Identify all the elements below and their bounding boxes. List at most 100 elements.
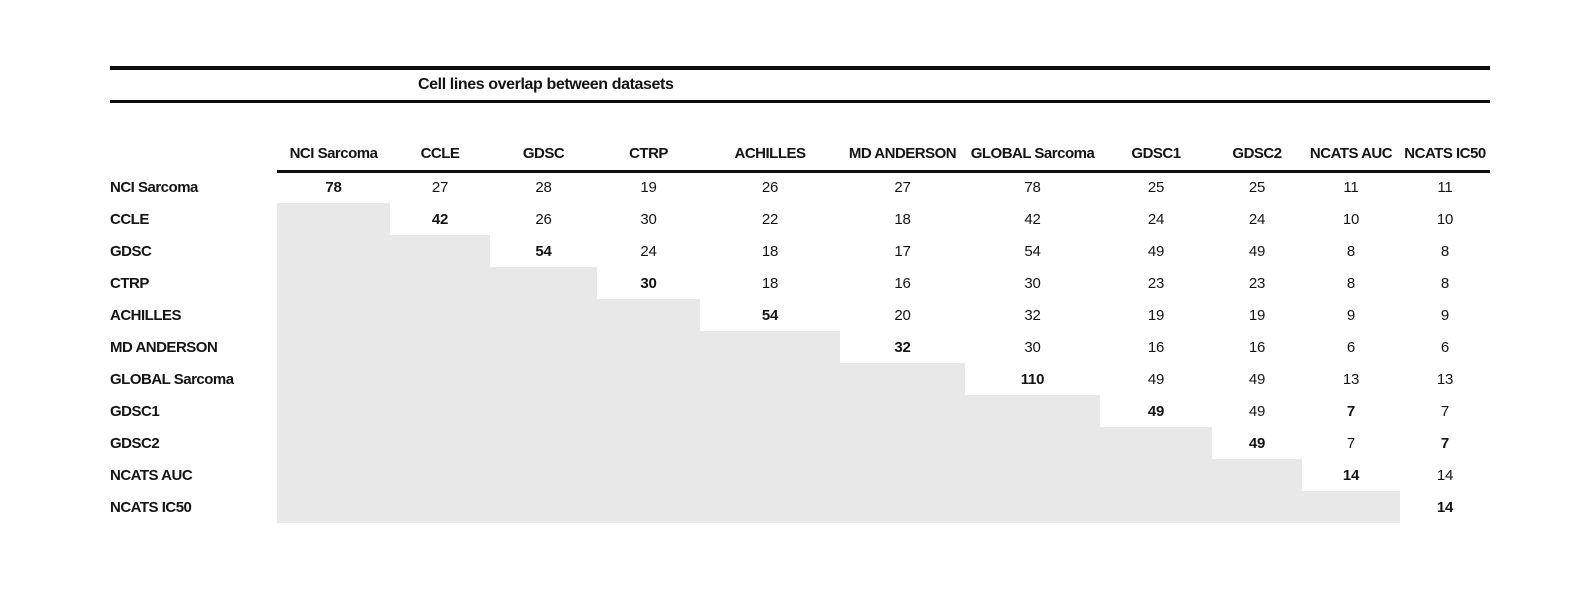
- matrix-cell: 7: [1302, 395, 1400, 427]
- matrix-cell-empty: [700, 363, 840, 395]
- matrix-cell: 23: [1212, 267, 1302, 299]
- matrix-cell: 7: [1302, 427, 1400, 459]
- matrix-cell: 30: [965, 331, 1100, 363]
- matrix-cell-empty: [490, 459, 597, 491]
- matrix-cell: 49: [1100, 395, 1212, 427]
- matrix-cell: 42: [965, 203, 1100, 235]
- matrix-cell-empty: [277, 459, 390, 491]
- matrix-cell-empty: [965, 491, 1100, 523]
- matrix-cell: 30: [597, 267, 700, 299]
- matrix-cell: 24: [597, 235, 700, 267]
- matrix-cell-empty: [700, 491, 840, 523]
- matrix-cell: 54: [490, 235, 597, 267]
- corner-cell: [110, 137, 277, 171]
- table-row: NCI Sarcoma 78 27 28 19 26 27 78 25 25 11 11: [110, 171, 1490, 203]
- matrix-cell-empty: [490, 395, 597, 427]
- column-header: GLOBAL Sarcoma: [965, 137, 1100, 173]
- matrix-cell-empty: [597, 299, 700, 331]
- matrix-cell-empty: [390, 299, 490, 331]
- matrix-cell: 25: [1212, 171, 1302, 203]
- matrix-cell-empty: [597, 491, 700, 523]
- matrix-cell-empty: [277, 427, 390, 459]
- matrix-cell-empty: [390, 235, 490, 267]
- matrix-cell-empty: [700, 395, 840, 427]
- matrix-cell-empty: [277, 331, 390, 363]
- matrix-cell-empty: [490, 267, 597, 299]
- matrix-cell: 30: [597, 203, 700, 235]
- matrix-cell: 24: [1100, 203, 1212, 235]
- matrix-cell: 78: [965, 171, 1100, 203]
- matrix-cell: 7: [1400, 427, 1490, 459]
- matrix-cell-empty: [840, 363, 965, 395]
- matrix-cell: 17: [840, 235, 965, 267]
- matrix-cell: 11: [1302, 171, 1400, 203]
- column-header: NCATS IC50: [1400, 137, 1490, 173]
- matrix-cell: 6: [1400, 331, 1490, 363]
- matrix-cell: 24: [1212, 203, 1302, 235]
- table-header: NCI Sarcoma CCLE GDSC CTRP ACHILLES MD ANDERS…: [110, 137, 1490, 173]
- matrix-cell-empty: [390, 363, 490, 395]
- table-row: GDSC1 49 49 7 7: [110, 395, 1490, 427]
- matrix-cell-empty: [277, 203, 390, 235]
- matrix-cell: 49: [1100, 363, 1212, 395]
- matrix-cell: 7: [1400, 395, 1490, 427]
- table-row: ACHILLES 54 20 32 19 19 9 9: [110, 299, 1490, 331]
- matrix-cell: 14: [1302, 459, 1400, 491]
- row-label: ACHILLES: [110, 299, 277, 331]
- matrix-cell: 49: [1212, 427, 1302, 459]
- matrix-cell: 10: [1400, 203, 1490, 235]
- matrix-cell: 26: [700, 171, 840, 203]
- matrix-cell: 8: [1302, 235, 1400, 267]
- matrix-cell: 16: [1100, 331, 1212, 363]
- matrix-cell: 6: [1302, 331, 1400, 363]
- matrix-cell-empty: [965, 395, 1100, 427]
- matrix-cell-empty: [490, 331, 597, 363]
- matrix-cell: 14: [1400, 459, 1490, 491]
- overlap-matrix-table: NCI Sarcoma CCLE GDSC CTRP ACHILLES MD ANDERS…: [110, 137, 1490, 523]
- table-title-block: Cell lines overlap between datasets: [110, 66, 1490, 103]
- matrix-cell: 26: [490, 203, 597, 235]
- matrix-cell: 27: [840, 171, 965, 203]
- matrix-cell: 20: [840, 299, 965, 331]
- matrix-cell-empty: [597, 427, 700, 459]
- row-label: GDSC1: [110, 395, 277, 427]
- matrix-cell: 28: [490, 171, 597, 203]
- matrix-cell: 10: [1302, 203, 1400, 235]
- row-label: GDSC: [110, 235, 277, 267]
- table-body: NCI Sarcoma 78 27 28 19 26 27 78 25 25 11 11 CCLE 42 2…: [110, 171, 1490, 523]
- matrix-cell-empty: [840, 395, 965, 427]
- matrix-cell: 54: [700, 299, 840, 331]
- column-header: GDSC2: [1212, 137, 1302, 173]
- matrix-cell-empty: [597, 395, 700, 427]
- matrix-cell-empty: [390, 427, 490, 459]
- table-row: CTRP 30 18 16 30 23 23 8 8: [110, 267, 1490, 299]
- matrix-cell-empty: [390, 459, 490, 491]
- matrix-cell: 27: [390, 171, 490, 203]
- matrix-cell-empty: [700, 459, 840, 491]
- matrix-cell: 49: [1100, 235, 1212, 267]
- matrix-cell-empty: [597, 459, 700, 491]
- table-title: Cell lines overlap between datasets: [418, 76, 674, 93]
- table-row: GDSC2 49 7 7: [110, 427, 1490, 459]
- matrix-cell: 16: [840, 267, 965, 299]
- matrix-cell-empty: [965, 459, 1100, 491]
- matrix-cell-empty: [390, 331, 490, 363]
- matrix-cell-empty: [1100, 459, 1212, 491]
- matrix-cell-empty: [490, 427, 597, 459]
- row-label: CCLE: [110, 203, 277, 235]
- matrix-cell-empty: [490, 363, 597, 395]
- matrix-cell-empty: [277, 491, 390, 523]
- matrix-cell-empty: [1100, 427, 1212, 459]
- row-label: MD ANDERSON: [110, 331, 277, 363]
- matrix-cell-empty: [277, 267, 390, 299]
- matrix-cell-empty: [277, 235, 390, 267]
- column-header: NCATS AUC: [1302, 137, 1400, 173]
- matrix-cell-empty: [390, 395, 490, 427]
- matrix-cell-empty: [700, 331, 840, 363]
- table-row: GDSC 54 24 18 17 54 49 49 8 8: [110, 235, 1490, 267]
- matrix-cell-empty: [1302, 491, 1400, 523]
- matrix-cell: 9: [1400, 299, 1490, 331]
- matrix-cell: 8: [1400, 267, 1490, 299]
- matrix-cell: 19: [597, 171, 700, 203]
